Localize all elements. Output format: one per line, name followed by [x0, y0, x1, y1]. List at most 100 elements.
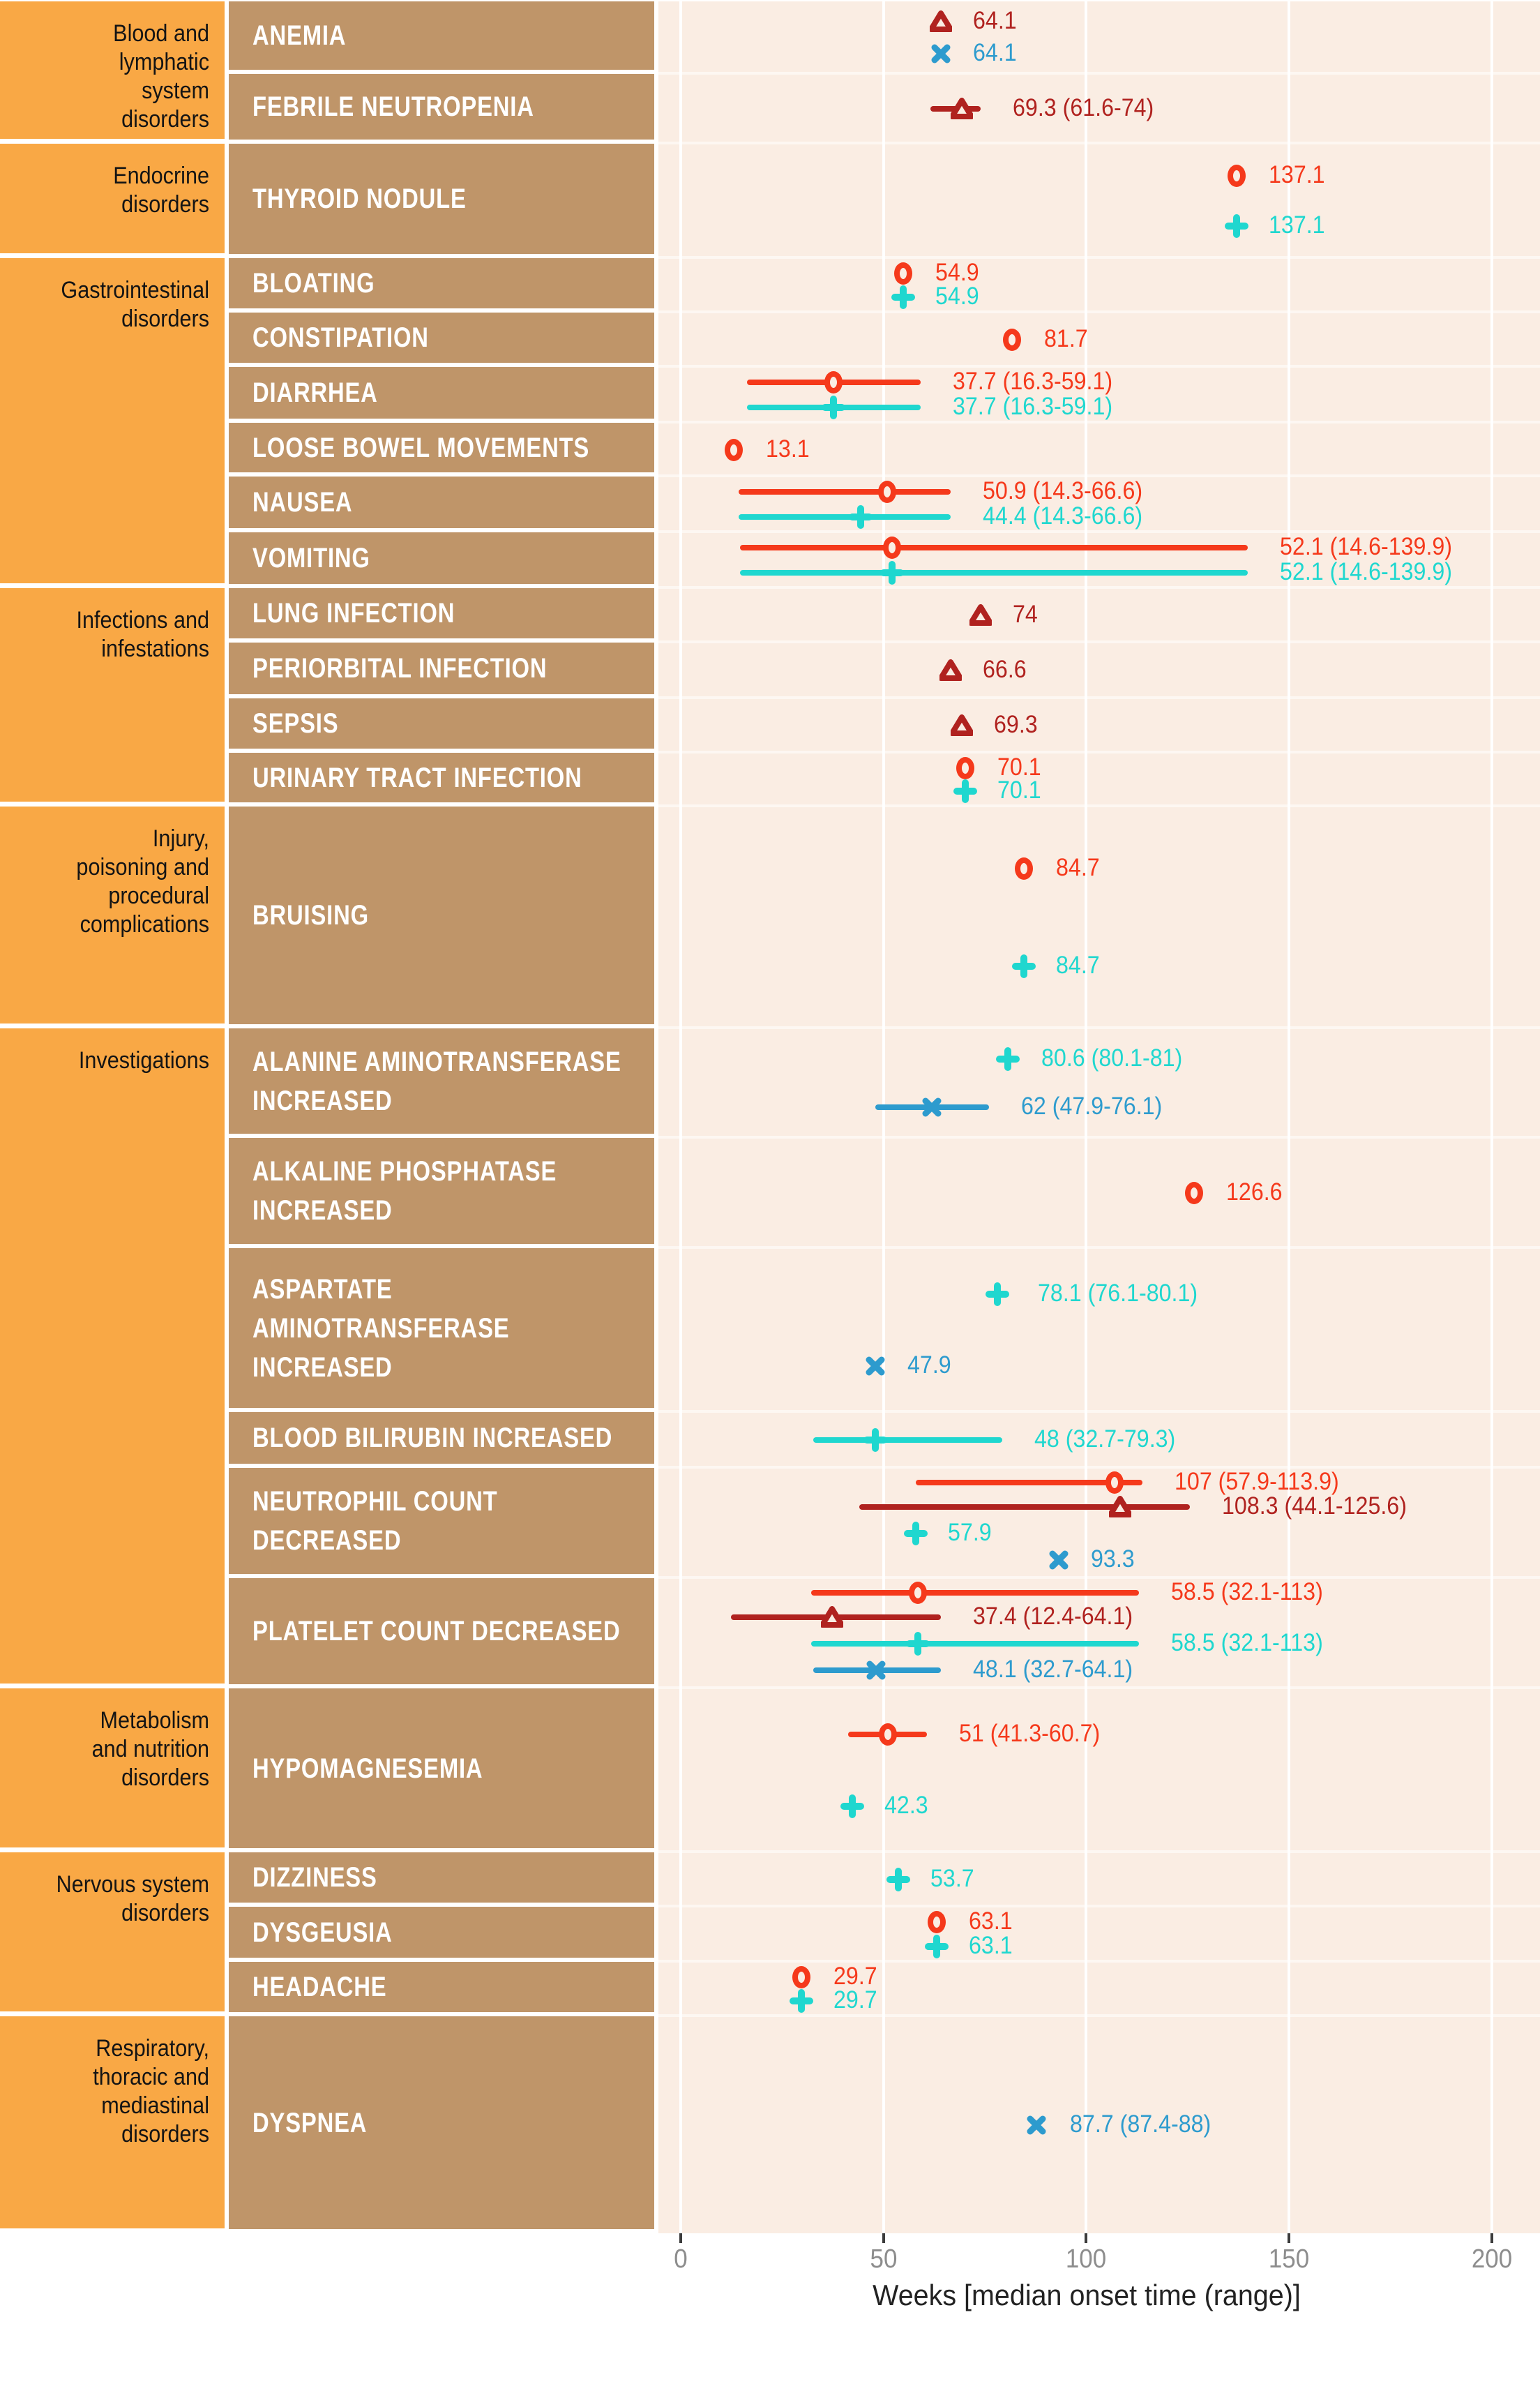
- range-line: [739, 513, 951, 520]
- event-label: BLOOD BILIRUBIN INCREASED: [252, 1423, 613, 1453]
- event-cell: HYPOMAGNESEMIA: [229, 1688, 654, 1848]
- row-separator: [658, 1850, 1540, 1853]
- gridline-50: [882, 1, 885, 2233]
- plus-marker: [903, 1522, 928, 1545]
- value-label: 137.1: [1269, 211, 1325, 239]
- event-cell: VOMITING: [229, 532, 654, 584]
- event-cell: SEPSIS: [229, 698, 654, 749]
- category-label: lymphatic: [119, 49, 209, 75]
- event-label: AMINOTRANSFERASE: [252, 1312, 510, 1344]
- circle-marker: [1015, 857, 1034, 880]
- category-cell: Injury, poisoning and procedural complicati…: [0, 807, 225, 1023]
- plus-marker: [953, 779, 977, 804]
- event-cell: ALANINE AMINOTRANSFERASE INCREASED: [229, 1028, 654, 1134]
- value-label: 84.7: [1056, 854, 1101, 882]
- plus-marker: [1225, 214, 1249, 239]
- event-cell: PERIORBITAL INFECTION: [229, 643, 654, 694]
- category-label: thoracic and: [93, 2064, 209, 2090]
- row-separator: [658, 1905, 1540, 1907]
- event-label: INCREASED: [252, 1195, 393, 1226]
- category-label: procedural: [108, 883, 209, 909]
- plot-background: [658, 1, 1540, 2233]
- event-cell: HEADACHE: [229, 1962, 654, 2012]
- gridline-0: [679, 1, 682, 2233]
- row-separator: [658, 1246, 1540, 1249]
- gridline-200: [1490, 1, 1493, 2233]
- event-label: DECREASED: [252, 1525, 402, 1556]
- event-label: INCREASED: [252, 1351, 393, 1383]
- circle-marker: [1003, 329, 1022, 351]
- x-marker: [921, 1097, 942, 1118]
- event-label: BRUISING: [252, 900, 369, 931]
- axis-tick-label: 0: [674, 2244, 688, 2274]
- x-marker: [930, 43, 951, 64]
- row-separator: [658, 421, 1540, 423]
- value-label: 108.3 (44.1-125.6): [1222, 1492, 1407, 1520]
- range-line: [859, 1504, 1191, 1510]
- event-label: VOMITING: [252, 543, 370, 573]
- category-label: Gastrointestinal: [61, 277, 209, 303]
- value-label: 84.7: [1056, 952, 1101, 980]
- row-separator: [658, 530, 1540, 533]
- value-label: 37.4 (12.4-64.1): [972, 1603, 1133, 1630]
- event-cell: THYROID NODULE: [229, 144, 654, 254]
- event-label: HYPOMAGNESEMIA: [252, 1753, 483, 1784]
- plus-marker: [840, 1794, 864, 1819]
- axis-tick: [679, 2233, 682, 2243]
- event-label: PERIORBITAL INFECTION: [252, 653, 548, 684]
- gridline-100: [1085, 1, 1088, 2233]
- value-label: 48 (32.7-79.3): [1034, 1425, 1176, 1453]
- value-label: 37.7 (16.3-59.1): [952, 368, 1112, 396]
- event-cell: LUNG INFECTION: [229, 588, 654, 638]
- row-separator: [658, 474, 1540, 477]
- row-separator: [658, 1576, 1540, 1579]
- range-line: [813, 1437, 1003, 1443]
- value-label: 69.3: [993, 711, 1038, 739]
- axis-tick-label: 200: [1471, 2244, 1513, 2274]
- gridline-150: [1288, 1, 1291, 2233]
- row-separator: [658, 365, 1540, 368]
- event-cell: BLOOD BILIRUBIN INCREASED: [229, 1412, 654, 1464]
- event-label: SEPSIS: [252, 708, 339, 739]
- plus-marker: [995, 1047, 1020, 1071]
- circle-marker: [927, 1911, 946, 1934]
- value-label: 54.9: [935, 283, 979, 310]
- event-label: DYSPNEA: [252, 2107, 368, 2138]
- row-separator: [658, 72, 1540, 75]
- range-line: [810, 1589, 1140, 1596]
- row-separator: [658, 1960, 1540, 1963]
- range-line: [739, 545, 1248, 551]
- event-label: URINARY TRACT INFECTION: [252, 762, 582, 793]
- value-label: 93.3: [1091, 1545, 1135, 1573]
- value-label: 58.5 (32.1-113): [1171, 1577, 1323, 1605]
- category-label: Injury,: [152, 825, 209, 852]
- event-cell: ALKALINE PHOSPHATASE INCREASED: [229, 1138, 654, 1244]
- plus-marker: [789, 1989, 813, 2014]
- value-label: 58.5 (32.1-113): [1171, 1629, 1323, 1657]
- value-label: 64.1: [972, 7, 1017, 35]
- event-label: FEBRILE NEUTROPENIA: [252, 91, 534, 122]
- event-cell: URINARY TRACT INFECTION: [229, 753, 654, 802]
- plus-marker: [891, 285, 916, 310]
- row-separator: [658, 1026, 1540, 1029]
- value-label: 57.9: [947, 1519, 992, 1547]
- triangle-marker: [1107, 1496, 1133, 1518]
- axis-tick: [882, 2233, 885, 2243]
- x-marker: [1048, 1550, 1069, 1570]
- circle-marker: [725, 438, 743, 461]
- event-label: CONSTIPATION: [252, 322, 429, 353]
- row-separator: [658, 310, 1540, 313]
- value-label: 81.7: [1044, 325, 1088, 353]
- triangle-marker: [968, 604, 994, 626]
- event-label: ALKALINE PHOSPHATASE: [252, 1156, 557, 1187]
- circle-marker: [1228, 164, 1246, 187]
- value-label: 63.1: [968, 1932, 1013, 1960]
- event-cell: DIARRHEA: [229, 367, 654, 419]
- value-label: 50.9 (14.3-66.6): [983, 477, 1143, 505]
- circle-marker: [882, 537, 901, 560]
- triangle-marker: [938, 659, 964, 681]
- category-cell: Blood and lymphatic system disorders: [0, 1, 225, 139]
- category-label: disorders: [121, 306, 209, 332]
- plus-marker: [886, 1868, 911, 1891]
- triangle-marker: [928, 10, 953, 33]
